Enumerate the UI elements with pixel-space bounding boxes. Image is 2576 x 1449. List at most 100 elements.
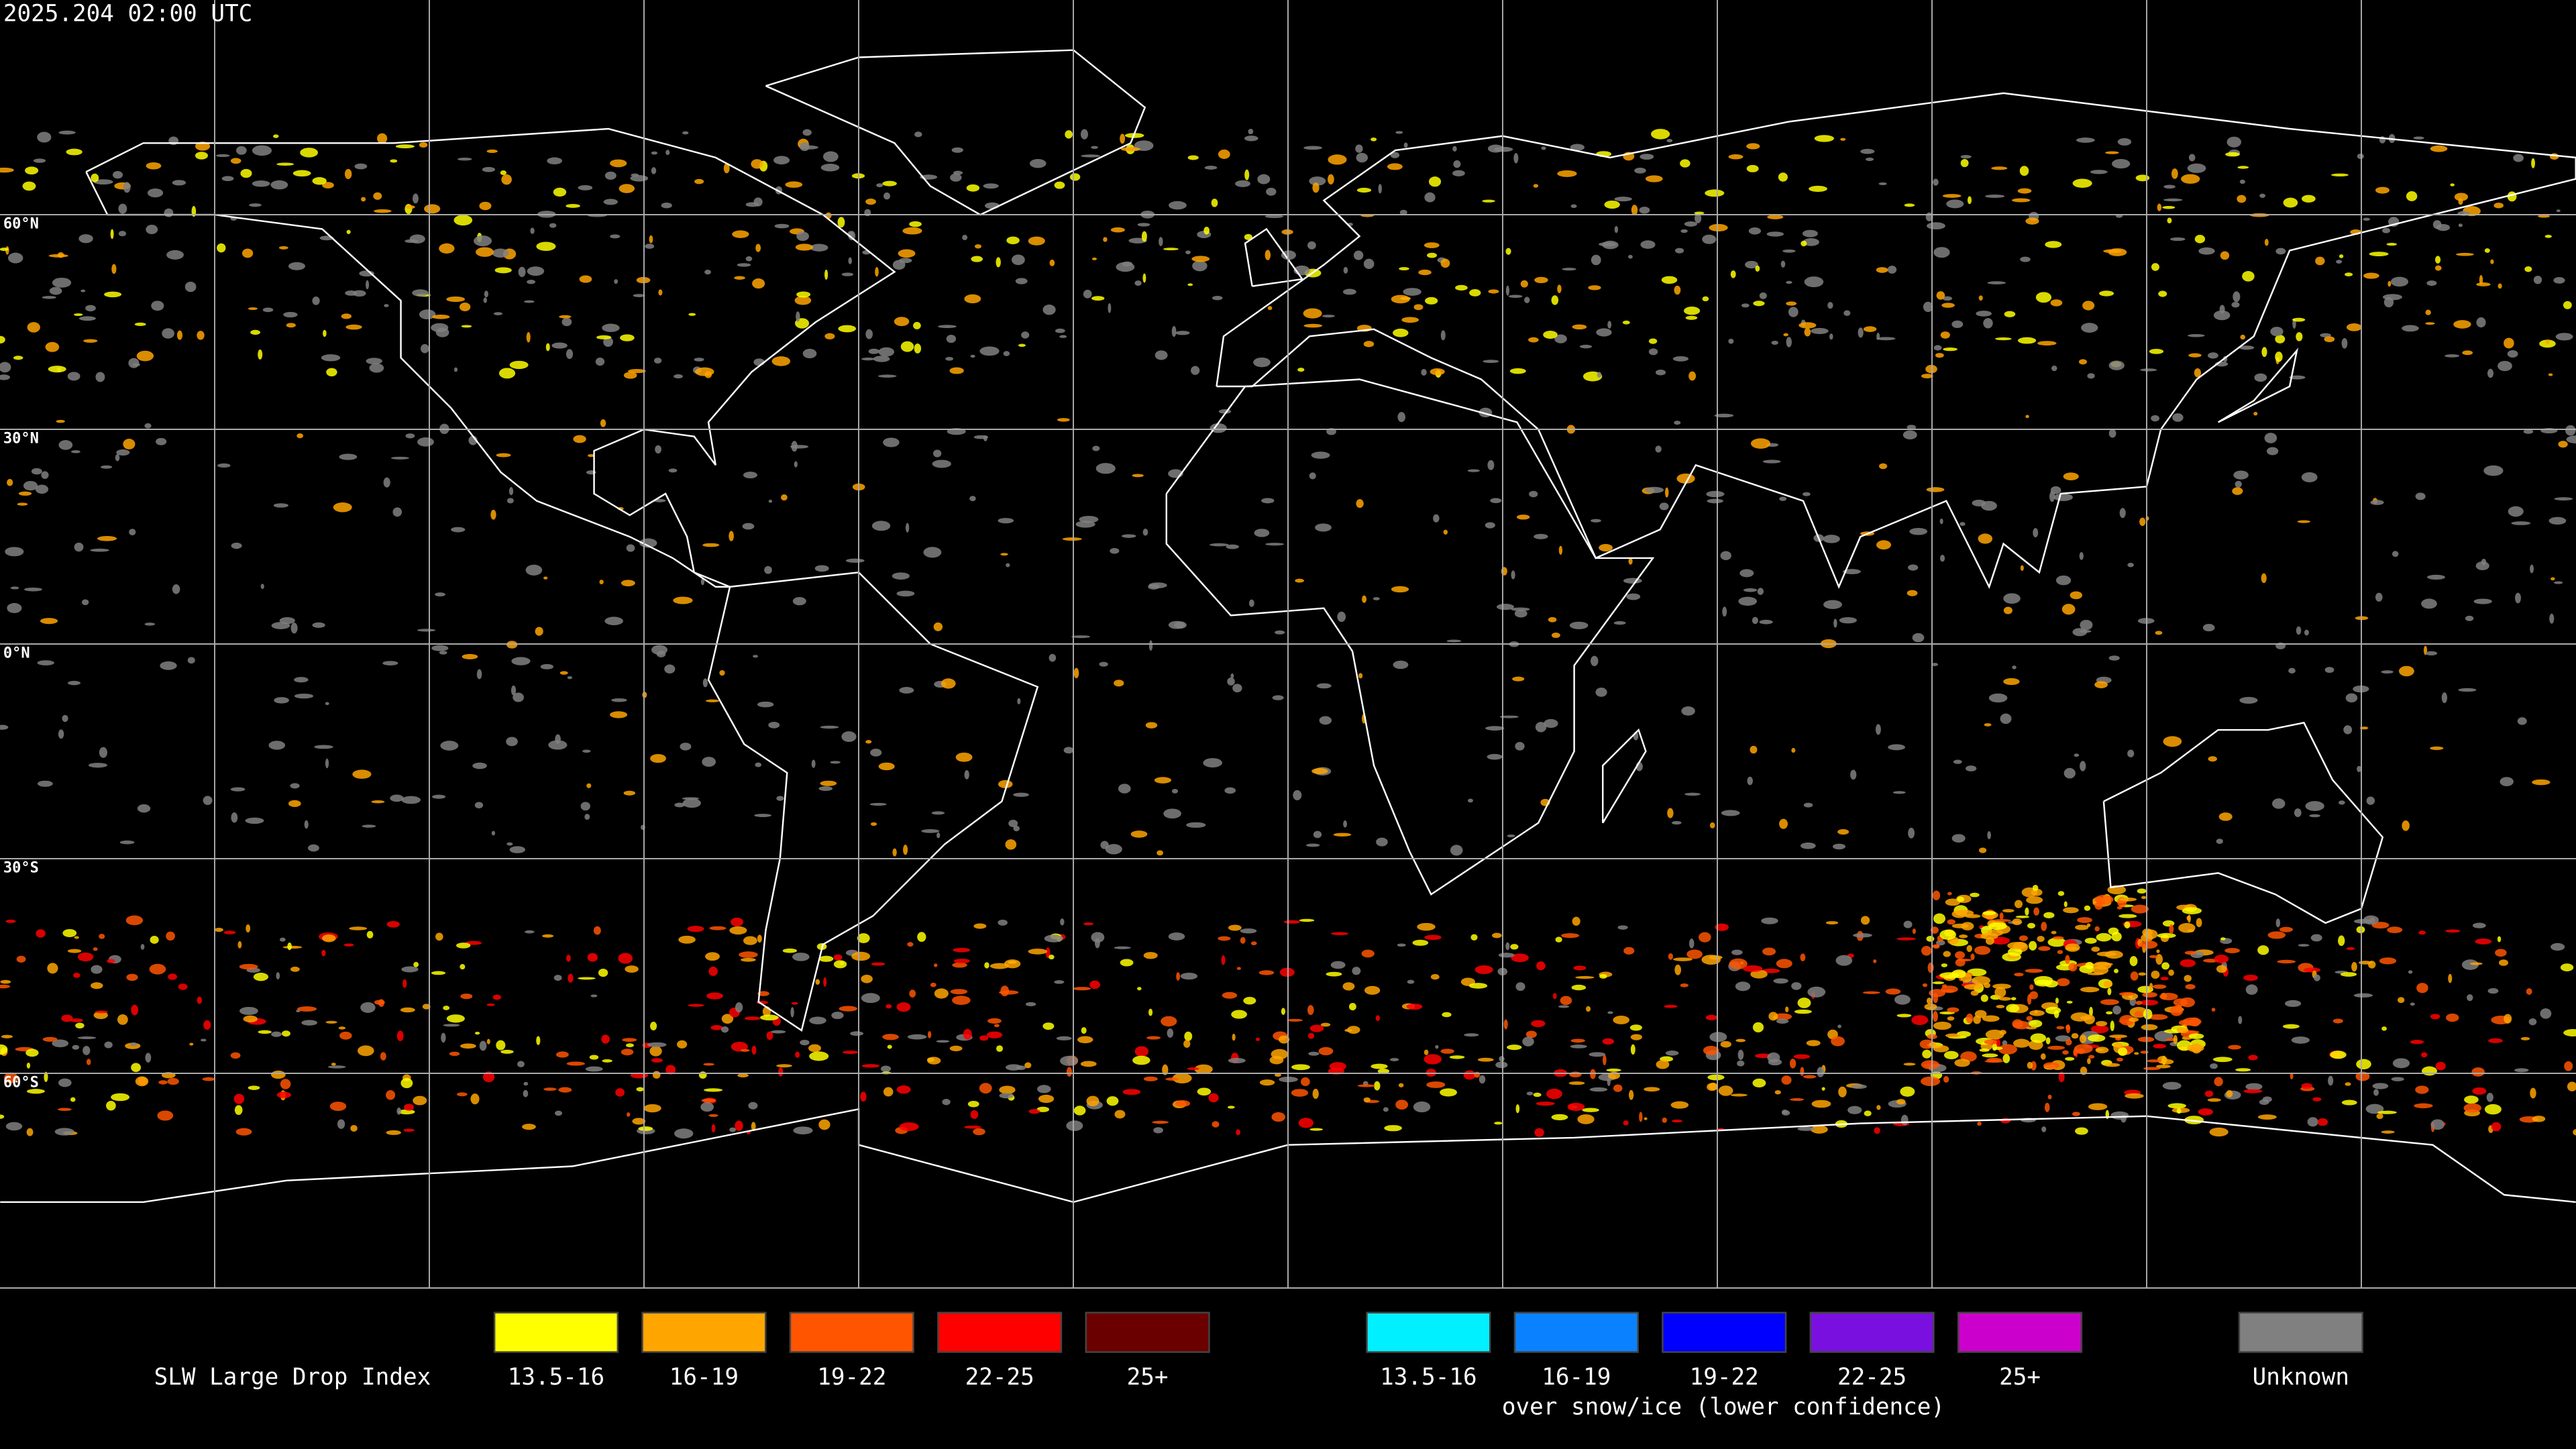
- cloud-speck: [2108, 360, 2125, 370]
- cloud-speck: [710, 1025, 723, 1030]
- cloud-speck: [117, 1014, 128, 1025]
- cloud-speck: [377, 133, 388, 144]
- cloud-speck: [1487, 753, 1503, 760]
- cloud-speck: [322, 182, 334, 189]
- cloud-speck: [1291, 1064, 1310, 1071]
- cloud-speck: [734, 276, 745, 280]
- cloud-speck: [1449, 1055, 1465, 1059]
- cloud-speck: [458, 158, 472, 161]
- cloud-speck: [273, 134, 279, 138]
- cloud-speck: [95, 1010, 109, 1014]
- cloud-speck: [1081, 1027, 1087, 1034]
- cloud-speck: [68, 680, 80, 686]
- coastline: [1602, 728, 1647, 824]
- cloud-speck: [2330, 173, 2349, 177]
- cloud-speck: [883, 1087, 894, 1097]
- cloud-speck: [1175, 1100, 1191, 1107]
- cloud-speck: [1152, 1120, 1169, 1124]
- cloud-speck: [1391, 294, 1410, 304]
- cloud-speck: [1941, 963, 1948, 967]
- cloud-speck: [2043, 912, 2055, 919]
- cloud-speck: [1630, 1034, 1642, 1040]
- cloud-speck: [1863, 326, 1877, 332]
- cloud-speck: [2049, 491, 2055, 502]
- cloud-speck: [2027, 922, 2035, 929]
- cloud-speck: [290, 967, 300, 972]
- cloud-speck: [1507, 1044, 1522, 1051]
- cloud-speck: [721, 1026, 729, 1033]
- cloud-speck: [1236, 967, 1241, 970]
- cloud-speck: [1006, 236, 1020, 245]
- cloud-speck: [1194, 1064, 1213, 1074]
- cloud-speck: [2019, 935, 2028, 941]
- cloud-speck: [2015, 900, 2023, 908]
- cloud-speck: [1180, 973, 1198, 980]
- cloud-speck: [1786, 280, 1792, 284]
- cloud-speck: [970, 354, 975, 358]
- cloud-speck: [808, 1044, 821, 1053]
- cloud-speck: [223, 930, 236, 934]
- cloud-speck: [1896, 937, 1917, 941]
- cloud-speck: [2095, 1048, 2104, 1052]
- cloud-speck: [288, 800, 301, 808]
- cloud-speck: [236, 146, 247, 155]
- cloud-speck: [1529, 490, 1538, 498]
- cloud-speck: [246, 924, 251, 933]
- cloud-speck: [636, 1087, 645, 1091]
- cloud-speck: [865, 740, 872, 744]
- cloud-speck: [1374, 1081, 1381, 1091]
- cloud-speck: [2084, 937, 2097, 944]
- cloud-speck: [451, 527, 466, 533]
- cloud-speck: [2239, 696, 2258, 704]
- cloud-speck: [2117, 138, 2132, 146]
- cloud-speck: [751, 1122, 756, 1131]
- cloud-speck: [2410, 1040, 2424, 1044]
- cloud-speck: [1833, 619, 1837, 628]
- cloud-speck: [823, 977, 827, 987]
- cloud-speck: [723, 163, 730, 174]
- cloud-speck: [2343, 725, 2353, 735]
- cloud-speck: [702, 543, 720, 547]
- cloud-speck: [2172, 413, 2184, 422]
- cloud-speck: [2065, 1038, 2072, 1046]
- cloud-speck: [286, 323, 296, 328]
- cloud-speck: [449, 1051, 460, 1057]
- cloud-speck: [861, 993, 880, 1004]
- cloud-speck: [441, 1032, 446, 1043]
- cloud-speck: [2301, 1083, 2313, 1089]
- cloud-speck: [2399, 665, 2414, 677]
- cloud-speck: [1752, 616, 1758, 625]
- legend: SLW Large Drop Index over snow/ice (lowe…: [154, 1311, 2363, 1420]
- cloud-speck: [745, 202, 759, 207]
- cloud-speck: [2538, 215, 2551, 218]
- cloud-speck: [2130, 971, 2139, 981]
- cloud-speck: [896, 590, 915, 597]
- cloud-speck: [151, 301, 164, 311]
- cloud-speck: [2099, 290, 2114, 297]
- cloud-speck: [1477, 1057, 1494, 1062]
- cloud-speck: [2162, 205, 2176, 209]
- cloud-speck: [700, 1102, 714, 1112]
- cloud-speck: [1011, 254, 1025, 266]
- cloud-speck: [970, 1110, 979, 1120]
- cloud-speck: [1073, 987, 1091, 991]
- cloud-speck: [1988, 693, 2008, 703]
- cloud-speck: [850, 1031, 864, 1036]
- cloud-speck: [2170, 237, 2186, 241]
- cloud-speck: [1054, 181, 1065, 189]
- cloud-speck: [1817, 1067, 1825, 1077]
- cloud-speck: [2402, 325, 2419, 332]
- cloud-speck: [2090, 1025, 2109, 1034]
- cloud-speck: [647, 1042, 667, 1048]
- cloud-speck: [1591, 655, 1599, 667]
- cloud-speck: [378, 999, 384, 1007]
- cloud-speck: [651, 151, 658, 155]
- cloud-speck: [1681, 706, 1695, 716]
- cloud-speck: [776, 1064, 792, 1068]
- cloud-speck: [2105, 151, 2119, 154]
- cloud-speck: [2063, 472, 2079, 480]
- cloud-speck: [1490, 498, 1502, 504]
- cloud-speck: [1896, 1014, 1912, 1018]
- cloud-speck: [1508, 294, 1523, 298]
- cloud-speck: [2108, 655, 2120, 661]
